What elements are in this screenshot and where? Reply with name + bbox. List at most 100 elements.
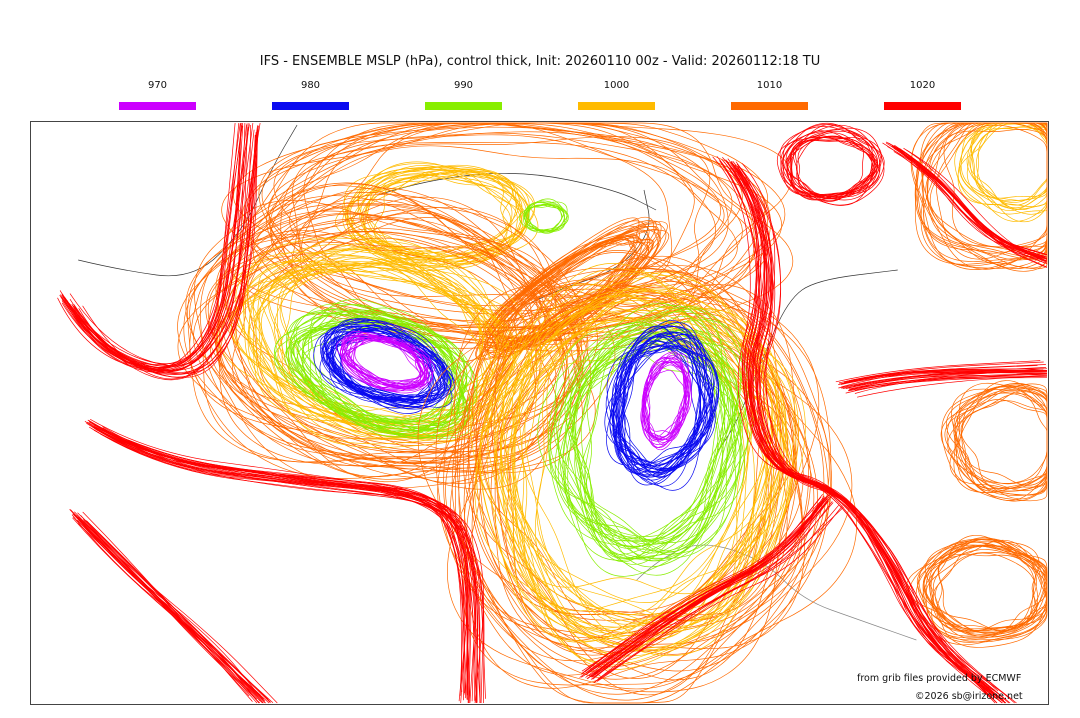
legend-item-990: 990 (425, 80, 502, 110)
contour-1000 (229, 249, 491, 430)
contour-1010 (215, 206, 583, 473)
contour-1010 (193, 199, 583, 474)
contour-1020 (90, 427, 468, 696)
contour-970 (341, 334, 430, 390)
contour-1010 (267, 132, 733, 329)
contour-1000 (513, 331, 749, 621)
legend-swatch (884, 102, 961, 110)
contour-1000 (510, 289, 799, 645)
contour-970 (340, 334, 434, 394)
contour-980 (621, 340, 712, 472)
legend-label: 980 (300, 80, 321, 91)
contour-1020 (590, 506, 844, 680)
contour-990 (553, 329, 726, 549)
contour-1010 (957, 386, 1048, 490)
contour-1010 (463, 284, 797, 679)
contour-980 (319, 330, 448, 408)
contour-990 (549, 335, 728, 560)
contour-980 (612, 333, 711, 478)
contour-1020 (102, 426, 481, 704)
coastline (78, 124, 298, 277)
contour-990 (274, 304, 465, 432)
contour-970 (642, 361, 687, 440)
contour-1020 (61, 122, 240, 368)
contour-970 (641, 352, 687, 441)
contour-1020 (730, 163, 998, 704)
contour-980 (322, 318, 448, 403)
contour-1010 (232, 230, 557, 468)
contour-1020 (893, 151, 1048, 262)
contour-1010 (922, 539, 1048, 643)
contour-1020 (64, 122, 246, 375)
contour-1020 (74, 132, 259, 375)
legend-item-1000: 1000 (578, 80, 655, 110)
contour-990 (274, 310, 469, 437)
contour-1000 (977, 122, 1048, 199)
contour-1020 (840, 370, 1043, 385)
contour-1000 (257, 263, 500, 436)
contour-1020 (721, 159, 994, 700)
contour-1010 (443, 284, 809, 695)
contour-1020 (94, 427, 479, 704)
contour-1010 (208, 234, 541, 483)
contour-1020 (841, 364, 1046, 388)
contour-1020 (76, 514, 264, 704)
contour-980 (611, 331, 701, 470)
contour-1020 (903, 147, 1048, 260)
contour-970 (345, 338, 421, 388)
contour-990 (567, 304, 749, 544)
contour-1020 (895, 146, 1048, 259)
contour-990 (289, 303, 475, 432)
contour-1000 (373, 177, 529, 257)
contour-1010 (929, 537, 1048, 632)
contour-1020 (100, 428, 481, 704)
coastline (378, 173, 657, 211)
contour-1000 (976, 122, 1048, 202)
contour-1010 (906, 541, 1040, 637)
contour-1020 (66, 124, 250, 370)
contour-1010 (949, 391, 1048, 489)
contour-1010 (947, 390, 1048, 492)
contour-1010 (953, 385, 1048, 493)
contour-1010 (936, 544, 1048, 632)
contour-1020 (72, 513, 264, 700)
contour-1020 (904, 155, 1048, 268)
contour-1020 (854, 373, 1048, 391)
contour-1020 (895, 148, 1048, 258)
contour-1020 (795, 139, 876, 199)
contour-1010 (493, 225, 650, 349)
contour-980 (612, 335, 702, 463)
contour-1020 (785, 130, 875, 198)
contour-1020 (779, 126, 882, 200)
contour-1000 (252, 234, 515, 422)
copyright: ©2026 sb@irizone.net (915, 691, 1023, 702)
contour-1020 (843, 368, 1044, 383)
contour-1020 (727, 158, 993, 698)
contour-1000 (243, 248, 542, 448)
contour-980 (612, 332, 713, 474)
contour-1020 (842, 369, 1048, 385)
contour-1010 (247, 241, 565, 464)
contour-1020 (96, 429, 477, 704)
contour-970 (643, 361, 688, 441)
contour-1020 (69, 134, 258, 371)
contour-1010 (454, 285, 833, 704)
contour-980 (323, 324, 448, 403)
legend-label: 1020 (909, 80, 936, 91)
contour-990 (574, 332, 742, 553)
contour-1010 (907, 538, 1048, 643)
contour-1000 (966, 122, 1048, 212)
contour-1020 (71, 126, 258, 372)
legend-swatch (731, 102, 808, 110)
contour-1010 (938, 553, 1048, 635)
contour-1020 (78, 516, 253, 702)
contour-1010 (918, 541, 1046, 637)
contour-1020 (736, 163, 1006, 704)
contour-970 (346, 336, 424, 386)
contour-1010 (940, 386, 1048, 502)
contour-1020 (93, 429, 477, 701)
contour-1020 (92, 426, 470, 704)
contour-1010 (941, 384, 1048, 502)
contour-970 (641, 356, 690, 446)
contour-980 (618, 345, 707, 471)
